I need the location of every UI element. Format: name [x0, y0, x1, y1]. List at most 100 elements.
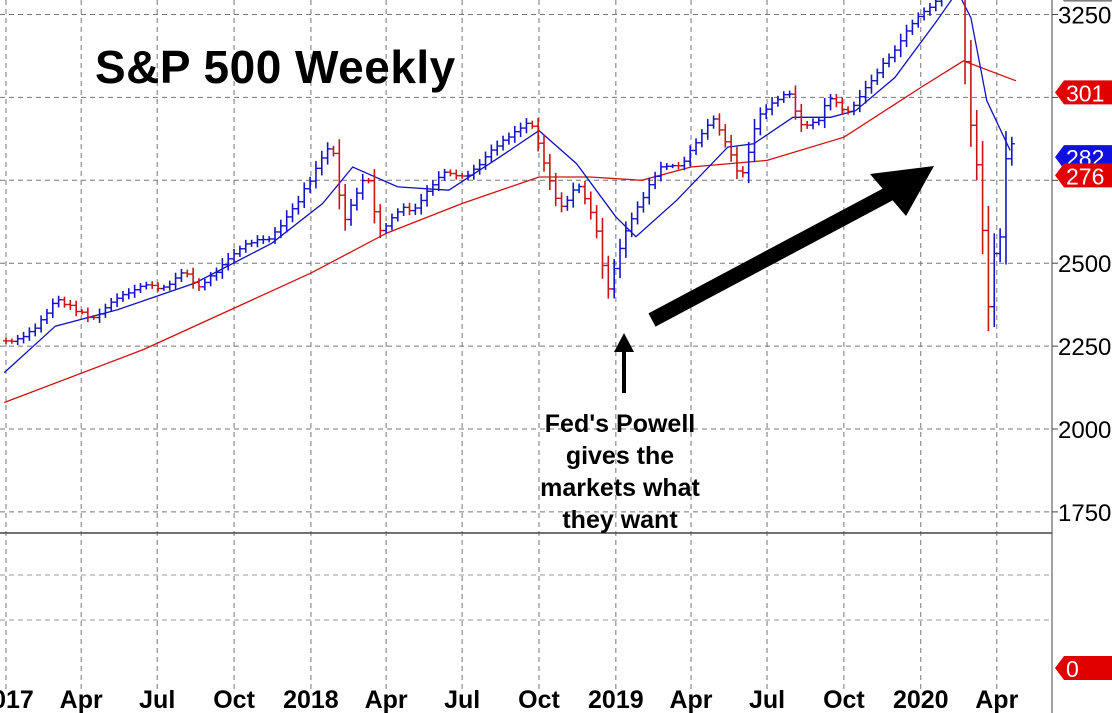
ohlc-bar	[26, 327, 33, 341]
ohlc-bar	[704, 119, 711, 140]
ohlc-bar	[558, 192, 565, 213]
price-tags: 332301282276	[1055, 0, 1112, 189]
price-tag-label: 332	[1066, 0, 1104, 4]
ohlc-bar	[587, 191, 594, 220]
price-tag-shape	[1055, 80, 1112, 105]
price-tag-shape	[1055, 145, 1112, 170]
price-tag: 276	[1055, 163, 1112, 189]
ohlc-bar	[576, 183, 583, 194]
ohlc-bar	[383, 222, 390, 234]
ohlc-bar	[932, 0, 939, 12]
ohlc-bar	[102, 303, 109, 319]
ohlc-bar	[634, 201, 641, 225]
ohlc-bar	[511, 125, 518, 143]
ohlc-bar	[862, 80, 869, 104]
ohlc-bar	[424, 185, 431, 207]
ohlc-bar	[891, 45, 898, 63]
ohlc-bar	[435, 171, 442, 192]
x-tick-label: Apr	[365, 686, 408, 713]
ohlc-bar	[377, 204, 384, 239]
ohlc-bar	[213, 267, 220, 281]
ohlc-bar	[880, 57, 887, 79]
y-tick-label: 2250	[1058, 334, 1111, 361]
sma-long-line	[4, 60, 1017, 404]
ohlc-bar	[809, 118, 816, 130]
ohlc-bar	[195, 278, 202, 291]
ohlc-bar	[283, 210, 290, 233]
ohlc-bar	[67, 299, 74, 310]
ohlc-bar	[14, 334, 21, 346]
ohlc-bar	[342, 183, 349, 231]
ohlc-bar	[663, 163, 670, 171]
ohlc-bar	[371, 169, 378, 224]
ohlc-bar	[967, 40, 974, 147]
price-tag-shape	[1062, 0, 1112, 2]
ohlc-bar	[792, 85, 799, 120]
ohlc-bar	[564, 195, 571, 211]
ohlc-bar	[96, 308, 103, 323]
ohlc-bar	[897, 33, 904, 58]
x-tick-label: Oct	[213, 686, 255, 713]
price-tag: 301	[1055, 80, 1112, 106]
x-tick-label: 2018	[283, 686, 339, 713]
ohlc-bar	[505, 132, 512, 145]
ohlc-bar	[915, 12, 922, 28]
grid-lines	[0, 0, 1052, 690]
ohlc-bar	[149, 281, 156, 289]
ohlc-bar	[675, 162, 682, 170]
ohlc-bar	[336, 139, 343, 210]
ohlc-bar	[605, 255, 612, 299]
ohlc-bar	[119, 290, 126, 302]
ohlc-bar	[32, 323, 39, 337]
ohlc-bar	[464, 170, 471, 181]
ohlc-bar	[874, 68, 881, 85]
ohlc-bar	[839, 97, 846, 115]
ohlc-bar	[155, 282, 162, 292]
ohlc-bar	[172, 272, 179, 290]
ohlc-bar	[90, 314, 97, 320]
ohlc-bar	[921, 7, 928, 21]
ohlc-bar	[500, 135, 507, 151]
ohlc-bar	[1002, 131, 1009, 265]
x-tick-label: Jul	[139, 686, 175, 713]
x-tick-label: Apr	[975, 686, 1018, 713]
x-tick-label: Oct	[823, 686, 865, 713]
ohlc-bar	[20, 331, 27, 344]
ohlc-bar	[295, 195, 302, 215]
ohlc-bar	[3, 337, 9, 345]
ohlc-bar	[108, 298, 115, 312]
ohlc-bar	[348, 198, 355, 226]
x-tick-label: Jul	[444, 686, 480, 713]
ohlc-bar	[833, 93, 840, 108]
ohlc-bar	[330, 145, 337, 157]
ohlc-bar	[979, 141, 986, 255]
ohlc-bar	[266, 236, 273, 243]
ohlc-bar	[622, 221, 629, 258]
ohlc-bar	[225, 253, 232, 271]
ohlc-bar	[798, 103, 805, 132]
ohlc-bar	[301, 182, 308, 209]
x-tick-label: 2019	[588, 686, 644, 713]
ohlc-bar	[219, 258, 226, 279]
ohlc-bar	[997, 228, 1004, 263]
ohlc-bar	[470, 164, 477, 180]
ohlc-bar	[886, 53, 893, 68]
ohlc-bar	[260, 235, 267, 244]
uptrend-arrow-shaft	[648, 182, 902, 327]
ohlc-bar	[991, 233, 998, 328]
ohlc-bar	[312, 160, 319, 189]
ohlc-bar	[938, 0, 943, 7]
ohlc-bar	[722, 124, 729, 148]
ohlc-bar	[49, 298, 56, 319]
ohlc-bar	[640, 191, 647, 213]
ohlc-bar	[546, 153, 553, 191]
ohlc-bar	[289, 203, 296, 223]
ohlc-bar	[698, 129, 705, 148]
price-axis: 175020002250250032503500	[1052, 3, 1111, 527]
ohlc-bar	[55, 295, 62, 308]
price-tag: 332	[1062, 0, 1112, 4]
ohlc-bar	[657, 161, 664, 182]
ohlc-bar	[137, 283, 144, 294]
ohlc-bar	[745, 141, 752, 184]
